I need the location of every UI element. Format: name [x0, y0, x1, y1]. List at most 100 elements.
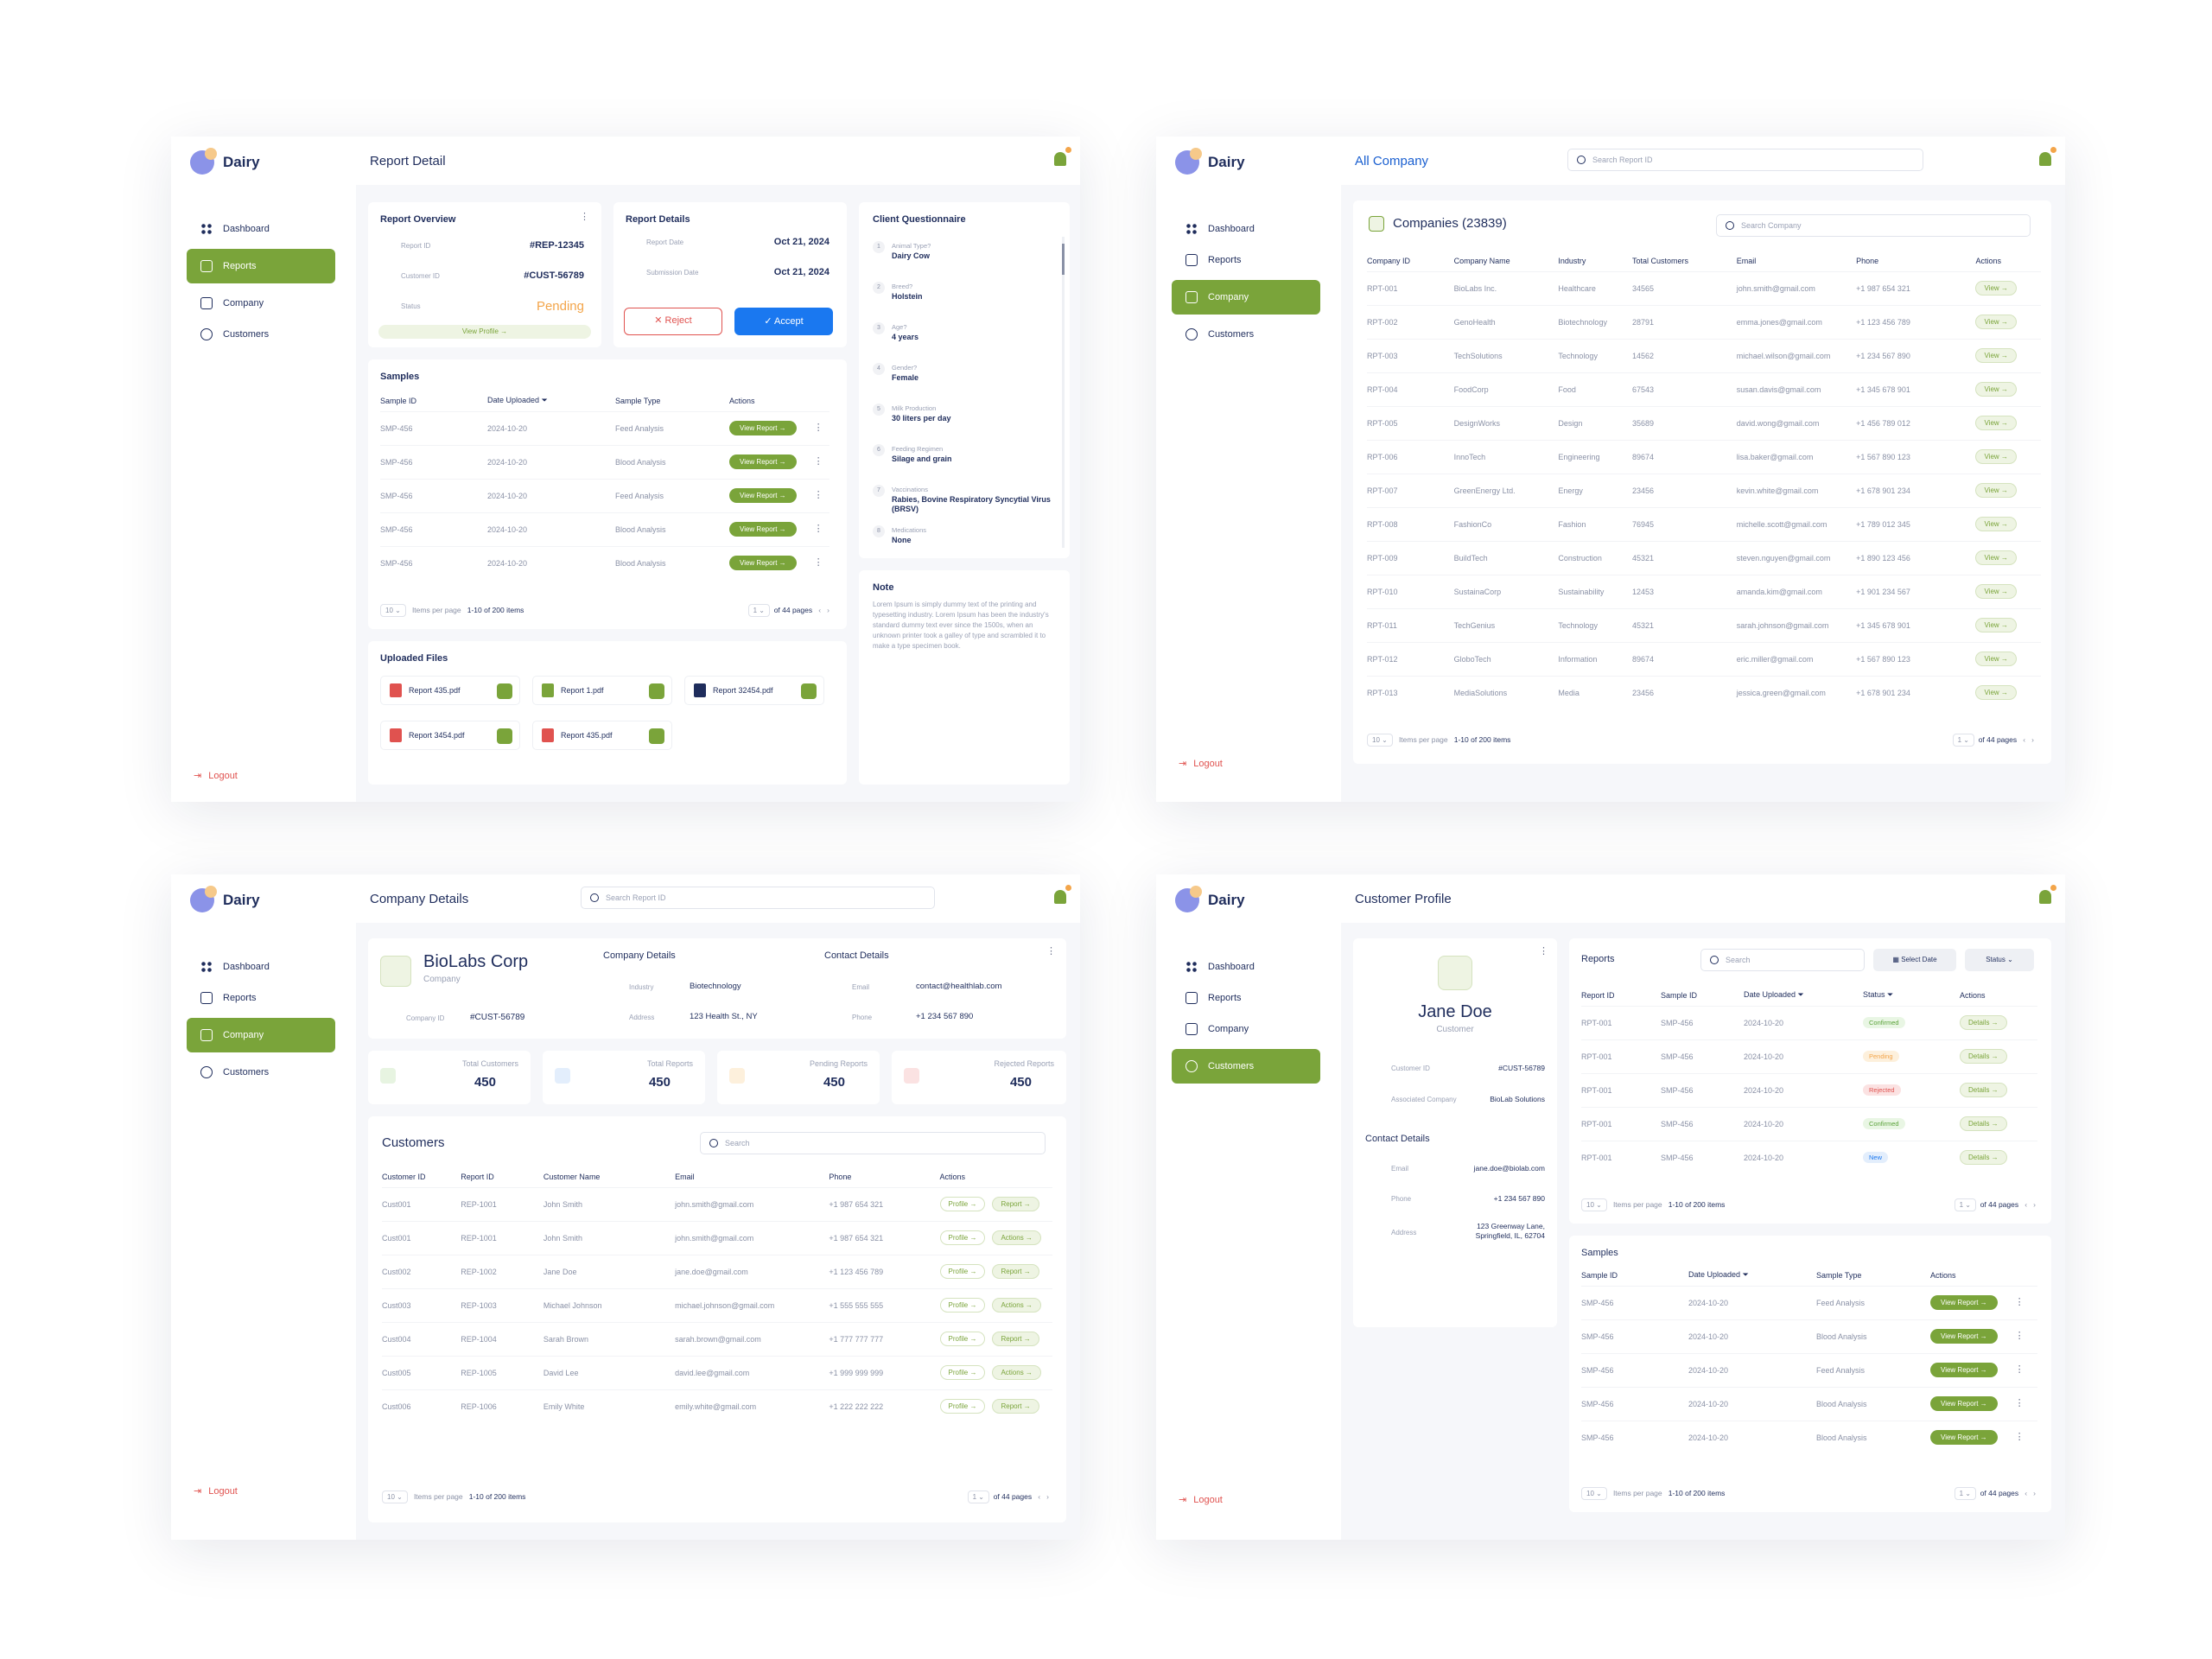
more-icon[interactable]: ⋮ [813, 557, 823, 569]
details-button[interactable]: Details → [1960, 1049, 2007, 1064]
file-item[interactable]: Report 435.pdf [380, 676, 520, 705]
view-button[interactable]: View → [1975, 382, 2017, 397]
per-page-select[interactable]: 10 ⌄ [1367, 734, 1393, 747]
sidebar-item-customers[interactable]: Customers [1172, 1049, 1320, 1084]
profile-button[interactable]: Profile → [939, 1332, 986, 1346]
file-item[interactable]: Report 3454.pdf [380, 721, 520, 750]
row-action-button[interactable]: Report → [992, 1332, 1039, 1346]
view-button[interactable]: View → [1975, 685, 2017, 701]
view-report-button[interactable]: View Report → [729, 454, 797, 469]
next-page-icon[interactable]: › [2031, 735, 2034, 744]
view-report-button[interactable]: View Report → [1930, 1363, 1998, 1377]
view-button[interactable]: View → [1975, 315, 2017, 329]
sidebar-item-company[interactable]: Company [187, 1018, 335, 1052]
file-item[interactable]: Report 435.pdf [532, 721, 672, 750]
sidebar-item-reports[interactable]: Reports [1172, 983, 1320, 1013]
per-page-select[interactable]: 10 ⌄ [1581, 1487, 1607, 1500]
search-input[interactable]: Search Report ID [1567, 149, 1923, 171]
per-page-select[interactable]: 10 ⌄ [382, 1491, 408, 1503]
logout-button[interactable]: ⇥ Logout [1179, 1494, 1223, 1506]
prev-page-icon[interactable]: ‹ [818, 606, 822, 614]
logout-button[interactable]: ⇥ Logout [194, 1485, 238, 1497]
details-button[interactable]: Details → [1960, 1150, 2007, 1166]
next-page-icon[interactable]: › [2033, 1200, 2036, 1209]
profile-button[interactable]: Profile → [939, 1298, 986, 1313]
accept-button[interactable]: ✓ Accept [734, 308, 833, 335]
select-date-button[interactable]: ▦ Select Date [1873, 949, 1956, 971]
sidebar-item-customers[interactable]: Customers [1172, 320, 1320, 349]
next-page-icon[interactable]: › [2033, 1489, 2036, 1497]
filter-icon[interactable]: ⏷ [1796, 990, 1804, 1000]
more-icon[interactable]: ⋮ [1539, 946, 1548, 957]
next-page-icon[interactable]: › [827, 606, 830, 614]
more-icon[interactable]: ⋮ [2014, 1297, 2024, 1307]
more-icon[interactable]: ⋮ [2014, 1398, 2024, 1408]
reports-search-input[interactable]: Search [1700, 949, 1865, 971]
more-icon[interactable]: ⋮ [813, 423, 823, 433]
prev-page-icon[interactable]: ‹ [2024, 1200, 2028, 1209]
sidebar-item-reports[interactable]: Reports [187, 249, 335, 283]
more-icon[interactable]: ⋮ [813, 456, 823, 467]
bell-icon[interactable] [2039, 885, 2056, 904]
reject-button[interactable]: ✕ Reject [624, 308, 722, 335]
download-icon[interactable] [497, 728, 512, 744]
sidebar-item-customers[interactable]: Customers [187, 320, 335, 349]
sidebar-item-customers[interactable]: Customers [187, 1058, 335, 1087]
profile-button[interactable]: Profile → [939, 1399, 986, 1414]
page-select[interactable]: 1 ⌄ [967, 1491, 989, 1503]
row-action-button[interactable]: Actions → [992, 1230, 1041, 1245]
view-report-button[interactable]: View Report → [1930, 1396, 1998, 1411]
sidebar-item-dashboard[interactable]: Dashboard [1172, 952, 1320, 982]
column-header-sortable[interactable]: Date Uploaded ⏷ [487, 391, 615, 411]
more-icon[interactable]: ⋮ [2014, 1331, 2024, 1341]
view-button[interactable]: View → [1975, 618, 2017, 632]
details-button[interactable]: Details → [1960, 1116, 2007, 1131]
bell-icon[interactable] [2039, 147, 2056, 166]
per-page-select[interactable]: 10 ⌄ [380, 604, 406, 617]
more-icon[interactable]: ⋮ [1046, 946, 1056, 957]
sidebar-item-dashboard[interactable]: Dashboard [1172, 214, 1320, 244]
download-icon[interactable] [649, 683, 664, 699]
page-select[interactable]: 1 ⌄ [1954, 1487, 1976, 1500]
view-report-button[interactable]: View Report → [729, 488, 797, 503]
more-icon[interactable]: ⋮ [2014, 1364, 2024, 1375]
file-item[interactable]: Report 32454.pdf [684, 676, 824, 705]
filter-icon[interactable]: ⏷ [1885, 990, 1894, 1000]
view-report-button[interactable]: View Report → [1930, 1329, 1998, 1344]
more-icon[interactable]: ⋮ [813, 490, 823, 500]
details-button[interactable]: Details → [1960, 1083, 2007, 1097]
view-button[interactable]: View → [1975, 449, 2017, 464]
sidebar-item-company[interactable]: Company [1172, 280, 1320, 315]
prev-page-icon[interactable]: ‹ [2023, 735, 2026, 744]
scrollbar[interactable] [1062, 237, 1065, 548]
download-icon[interactable] [649, 728, 664, 744]
logout-button[interactable]: ⇥ Logout [194, 770, 238, 782]
logout-button[interactable]: ⇥ Logout [1179, 758, 1223, 770]
more-icon[interactable]: ⋮ [580, 212, 589, 222]
row-action-button[interactable]: Actions → [992, 1298, 1041, 1313]
view-report-button[interactable]: View Report → [729, 556, 797, 571]
column-header-sortable[interactable]: Date Uploaded ⏷ [1688, 1265, 1816, 1286]
profile-button[interactable]: Profile → [939, 1264, 986, 1279]
next-page-icon[interactable]: › [1046, 1492, 1049, 1501]
row-action-button[interactable]: Report → [992, 1399, 1039, 1414]
view-button[interactable]: View → [1975, 416, 2017, 430]
sidebar-item-company[interactable]: Company [1172, 1014, 1320, 1044]
page-select[interactable]: 1 ⌄ [747, 604, 770, 617]
prev-page-icon[interactable]: ‹ [1038, 1492, 1041, 1501]
view-button[interactable]: View → [1975, 483, 2017, 498]
sidebar-item-company[interactable]: Company [187, 289, 335, 318]
download-icon[interactable] [497, 683, 512, 699]
row-action-button[interactable]: Actions → [992, 1365, 1041, 1380]
search-input[interactable]: Search Report ID [581, 887, 935, 909]
bell-icon[interactable] [1054, 147, 1071, 166]
per-page-select[interactable]: 10 ⌄ [1581, 1198, 1607, 1211]
more-icon[interactable]: ⋮ [2014, 1432, 2024, 1443]
view-button[interactable]: View → [1975, 584, 2017, 599]
row-action-button[interactable]: Report → [992, 1264, 1039, 1279]
view-button[interactable]: View → [1975, 517, 2017, 531]
sidebar-item-reports[interactable]: Reports [187, 983, 335, 1013]
row-action-button[interactable]: Report → [992, 1197, 1039, 1211]
prev-page-icon[interactable]: ‹ [2024, 1489, 2028, 1497]
more-icon[interactable]: ⋮ [813, 524, 823, 534]
